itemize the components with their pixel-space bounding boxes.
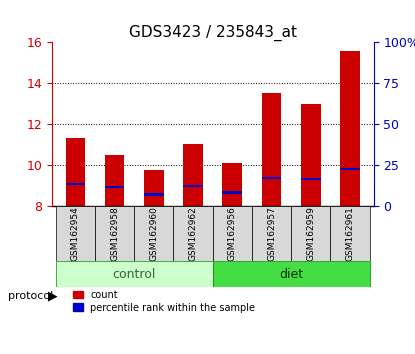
- FancyBboxPatch shape: [56, 262, 213, 287]
- Text: ▶: ▶: [48, 289, 57, 302]
- Text: GSM162956: GSM162956: [228, 206, 237, 261]
- Bar: [340, 51, 360, 206]
- Bar: [301, 178, 320, 180]
- FancyBboxPatch shape: [134, 206, 173, 262]
- Bar: [301, 104, 320, 206]
- Bar: [66, 183, 85, 185]
- Bar: [183, 144, 203, 206]
- Text: GSM162958: GSM162958: [110, 206, 119, 261]
- FancyBboxPatch shape: [252, 206, 291, 262]
- Text: GSM162954: GSM162954: [71, 206, 80, 261]
- Text: protocol: protocol: [8, 291, 54, 301]
- FancyBboxPatch shape: [213, 206, 252, 262]
- FancyBboxPatch shape: [173, 206, 213, 262]
- FancyBboxPatch shape: [56, 206, 95, 262]
- Text: GSM162960: GSM162960: [149, 206, 159, 261]
- Text: GSM162959: GSM162959: [306, 206, 315, 261]
- Bar: [340, 168, 360, 170]
- Text: control: control: [112, 268, 156, 281]
- Title: GDS3423 / 235843_at: GDS3423 / 235843_at: [129, 25, 297, 41]
- Bar: [262, 177, 281, 179]
- FancyBboxPatch shape: [330, 206, 370, 262]
- Text: GSM162957: GSM162957: [267, 206, 276, 261]
- Bar: [105, 185, 124, 188]
- FancyBboxPatch shape: [95, 206, 134, 262]
- Bar: [105, 155, 124, 206]
- Bar: [144, 170, 164, 206]
- Text: GSM162961: GSM162961: [345, 206, 354, 261]
- Bar: [144, 193, 164, 195]
- Bar: [222, 163, 242, 206]
- Bar: [262, 93, 281, 206]
- Legend: count, percentile rank within the sample: count, percentile rank within the sample: [73, 290, 255, 313]
- Bar: [222, 191, 242, 194]
- FancyBboxPatch shape: [291, 206, 330, 262]
- Text: GSM162962: GSM162962: [188, 206, 198, 261]
- Bar: [66, 138, 85, 206]
- Text: diet: diet: [279, 268, 303, 281]
- Bar: [183, 185, 203, 187]
- FancyBboxPatch shape: [213, 262, 370, 287]
